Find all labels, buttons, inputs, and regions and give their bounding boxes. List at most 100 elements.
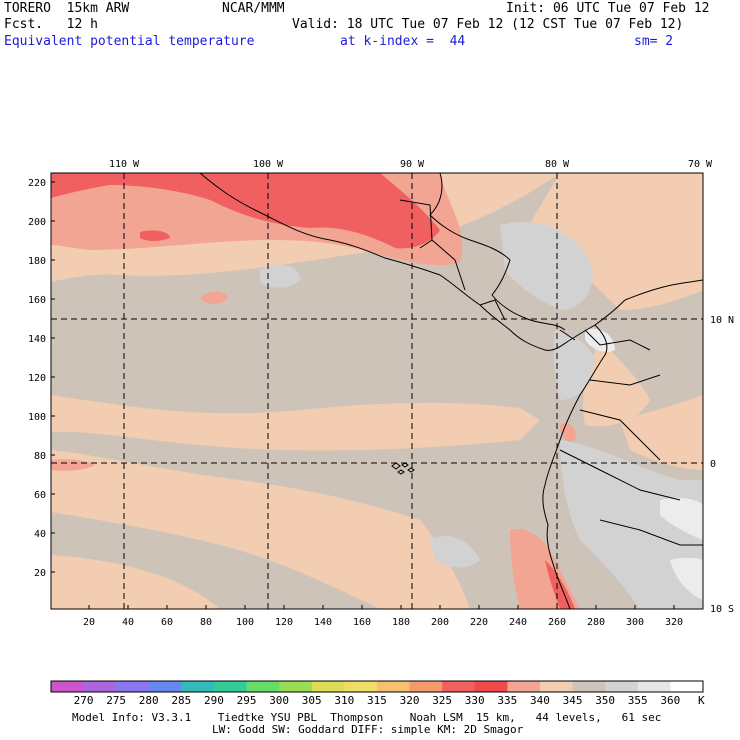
- x-tick-label: 320: [665, 617, 683, 628]
- lat-label-10s: 10 S: [710, 604, 734, 615]
- field-band-red: [140, 230, 170, 241]
- colorbar-label: 355: [627, 694, 648, 707]
- latlon-grid: [51, 173, 703, 609]
- x-tick-label: 260: [548, 617, 566, 628]
- level-info: at k-index = 44: [340, 34, 466, 49]
- x-tick-label: 200: [431, 617, 449, 628]
- colorbar-label: 350: [595, 694, 616, 707]
- colorbar-swatch: [637, 681, 671, 692]
- y-tick-label: 160: [28, 295, 46, 306]
- x-tick-label: 80: [200, 617, 212, 628]
- colorbar-swatch: [181, 681, 215, 692]
- colorbar-swatch: [409, 681, 443, 692]
- colorbar-swatch: [311, 681, 345, 692]
- colorbar-swatch: [572, 681, 606, 692]
- y-tick-label: 200: [28, 217, 46, 228]
- y-tick-label: 100: [28, 412, 46, 423]
- lat-label-10n: 10 N: [710, 315, 734, 326]
- field-band-lightgray: [560, 440, 703, 609]
- colorbar-label: 305: [301, 694, 322, 707]
- field-band-peach: [51, 395, 540, 451]
- y-tick-label: 40: [34, 529, 46, 540]
- colorbar-label: 285: [171, 694, 192, 707]
- lon-label-110w: 110 W: [109, 159, 140, 170]
- colorbar-swatch: [246, 681, 280, 692]
- x-tick-label: 180: [392, 617, 410, 628]
- field-band-lightgray: [500, 221, 593, 310]
- field-band-white: [660, 497, 703, 540]
- x-tick-label: 300: [626, 617, 644, 628]
- colorbar-label: 320: [399, 694, 420, 707]
- x-tick-label: 120: [275, 617, 293, 628]
- colorbar-label: 300: [269, 694, 290, 707]
- temperature-field: [51, 173, 703, 609]
- colorbar-frame: [50, 680, 704, 693]
- colorbar-label: 360: [660, 694, 681, 707]
- field-band-lightgray: [430, 536, 480, 568]
- x-tick-label: 280: [587, 617, 605, 628]
- yucatan-gulf-coast: [429, 173, 566, 331]
- smoothing-info: sm= 2: [634, 34, 674, 49]
- lon-label-70w: 70 W: [688, 159, 713, 170]
- colorbar: [51, 681, 704, 692]
- x-tick-label: 20: [83, 617, 95, 628]
- colorbar-label: 270: [73, 694, 94, 707]
- field-band-peach: [51, 450, 470, 609]
- y-tick-label: 220: [28, 178, 46, 189]
- colorbar-swatch: [474, 681, 508, 692]
- colorbar-swatch: [507, 681, 541, 692]
- map-frame: [50, 172, 704, 610]
- x-tick-label: 220: [470, 617, 488, 628]
- y-tick-label: 80: [34, 451, 46, 462]
- field-band-salmon: [200, 291, 228, 304]
- y-tick-label: 20: [34, 568, 46, 579]
- colorbar-label: 335: [497, 694, 518, 707]
- colorbar-label: 315: [367, 694, 387, 707]
- left-tick-marks: [51, 181, 55, 573]
- colorbar-swatch: [344, 681, 378, 692]
- central-america-coast: [199, 173, 626, 351]
- colorbar-swatch: [377, 681, 411, 692]
- field-band-lightgray: [553, 330, 595, 400]
- colorbar-label: 340: [530, 694, 550, 707]
- colorbar-label: 295: [236, 694, 257, 707]
- y-tick-label: 120: [28, 373, 46, 384]
- model-name: TORERO 15km ARW: [4, 1, 130, 16]
- field-band-white: [585, 328, 615, 352]
- x-tick-label: 60: [161, 617, 173, 628]
- colorbar-label: 290: [204, 694, 224, 707]
- y-tick-label: 180: [28, 256, 46, 267]
- galapagos-islands: [391, 462, 415, 475]
- field-name: Equivalent potential temperature: [4, 34, 255, 49]
- field-band-peach: [620, 395, 703, 470]
- national-borders: [399, 199, 703, 546]
- x-tick-label: 100: [236, 617, 254, 628]
- colorbar-label: 325: [432, 694, 453, 707]
- model-info-line1: Model Info: V3.3.1 Tiedtke YSU PBL Thomp…: [72, 711, 662, 724]
- colorbar-swatch: [148, 681, 182, 692]
- colorbar-swatch: [605, 681, 639, 692]
- lon-label-90w: 90 W: [400, 159, 425, 170]
- colorbar-swatch: [670, 681, 704, 692]
- valid-time: Valid: 18 UTC Tue 07 Feb 12 (12 CST Tue …: [292, 17, 684, 32]
- colorbar-label: 280: [138, 694, 159, 707]
- coastline-outlines: [199, 173, 703, 609]
- forecast-hour: Fcst. 12 h: [4, 17, 98, 32]
- field-band-white: [670, 557, 703, 600]
- x-tick-label: 40: [122, 617, 134, 628]
- lon-label-100w: 100 W: [253, 159, 284, 170]
- colorbar-swatch: [214, 681, 248, 692]
- colorbar-swatch: [279, 681, 313, 692]
- colorbar-swatch: [540, 681, 574, 692]
- colorbar-swatch: [116, 681, 150, 692]
- caribbean-coast: [624, 279, 703, 301]
- x-tick-label: 140: [314, 617, 332, 628]
- field-band-red: [51, 173, 440, 249]
- colorbar-label: 275: [106, 694, 127, 707]
- x-tick-label: 240: [509, 617, 527, 628]
- lat-label-equator: 0: [710, 459, 716, 470]
- lon-label-80w: 80 W: [545, 159, 570, 170]
- y-tick-label: 140: [28, 334, 46, 345]
- colorbar-label: 345: [562, 694, 583, 707]
- x-tick-label: 160: [353, 617, 371, 628]
